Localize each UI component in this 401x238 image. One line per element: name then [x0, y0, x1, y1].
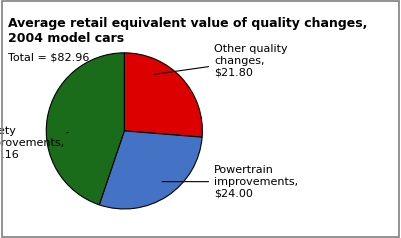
Text: Powertrain
improvements,
$24.00: Powertrain improvements, $24.00: [162, 165, 298, 198]
Wedge shape: [99, 131, 202, 209]
Text: Total = $82.96: Total = $82.96: [8, 52, 89, 62]
Text: Average retail equivalent value of quality changes, 2004 model cars: Average retail equivalent value of quali…: [8, 17, 367, 45]
Text: Other quality
changes,
$21.80: Other quality changes, $21.80: [154, 44, 288, 77]
Wedge shape: [124, 53, 203, 137]
Text: Safety
improvements,
$37.16: Safety improvements, $37.16: [0, 126, 68, 159]
Wedge shape: [46, 53, 124, 205]
